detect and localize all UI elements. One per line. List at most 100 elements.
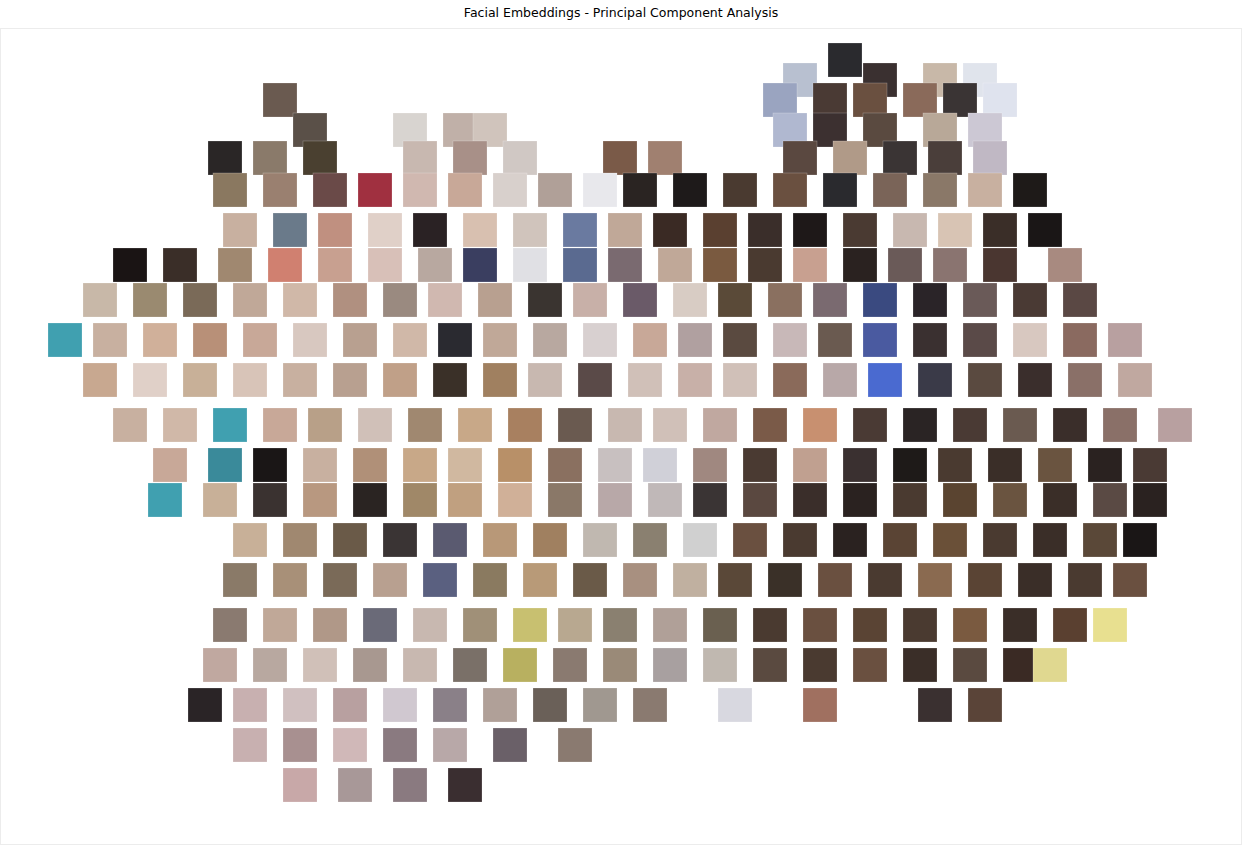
point [283,523,317,557]
point [843,448,877,482]
point [83,283,117,317]
point [433,728,467,762]
point [753,608,787,642]
point [333,728,367,762]
point [263,83,297,117]
point [463,608,497,642]
point [148,483,182,517]
point [318,248,352,282]
point [1133,448,1167,482]
point [183,283,217,317]
point [678,323,712,357]
point [243,323,277,357]
point [938,213,972,247]
point [558,408,592,442]
point [753,648,787,682]
point [803,648,837,682]
point [433,363,467,397]
point [353,483,387,517]
point [523,563,557,597]
point [693,448,727,482]
point [573,563,607,597]
point [1013,283,1047,317]
point [793,248,827,282]
point [868,563,902,597]
point [333,523,367,557]
point [458,408,492,442]
point [318,213,352,247]
point [748,248,782,282]
point [448,448,482,482]
point [213,408,247,442]
point [498,483,532,517]
point [608,213,642,247]
point [983,248,1017,282]
point [783,141,817,175]
point [313,608,347,642]
point [218,248,252,282]
point [383,283,417,317]
point [703,648,737,682]
point [498,448,532,482]
point [623,283,657,317]
point [793,213,827,247]
point [973,141,1007,175]
point [953,648,987,682]
point [888,248,922,282]
point [968,688,1002,722]
point [603,648,637,682]
point [303,483,337,517]
point [933,248,967,282]
point [853,408,887,442]
point [843,248,877,282]
point [538,173,572,207]
point [1043,483,1077,517]
point [358,408,392,442]
point [853,648,887,682]
point [203,648,237,682]
point [338,768,372,802]
point [673,283,707,317]
point [983,83,1017,117]
point [283,363,317,397]
point [803,408,837,442]
point [1033,523,1067,557]
point [813,83,847,117]
point [983,523,1017,557]
point [253,141,287,175]
point [253,648,287,682]
point [963,323,997,357]
point [353,448,387,482]
point [653,608,687,642]
point [1063,323,1097,357]
point [483,688,517,722]
point [1038,448,1072,482]
points [48,43,1192,802]
point [233,283,267,317]
point [1013,173,1047,207]
point [133,283,167,317]
point [773,363,807,397]
point [743,448,777,482]
point [368,213,402,247]
point [913,323,947,357]
point [703,213,737,247]
point [953,408,987,442]
point [558,608,592,642]
point [433,523,467,557]
point [1068,563,1102,597]
point [573,283,607,317]
point [703,248,737,282]
point [903,608,937,642]
point [678,363,712,397]
point [283,688,317,722]
point [583,173,617,207]
point [903,648,937,682]
point [673,173,707,207]
point [653,213,687,247]
point [373,563,407,597]
point [548,483,582,517]
plot-area [1,29,1242,845]
point [113,248,147,282]
point [558,728,592,762]
